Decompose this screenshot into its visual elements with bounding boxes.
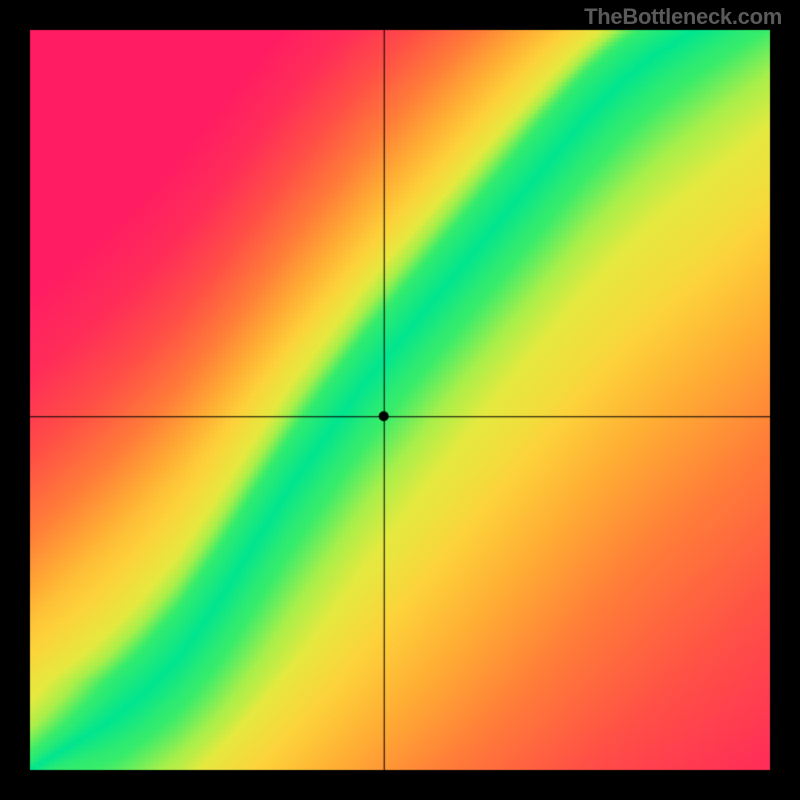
watermark-text: TheBottleneck.com bbox=[584, 4, 782, 30]
heatmap-canvas bbox=[0, 0, 800, 800]
chart-container: TheBottleneck.com bbox=[0, 0, 800, 800]
